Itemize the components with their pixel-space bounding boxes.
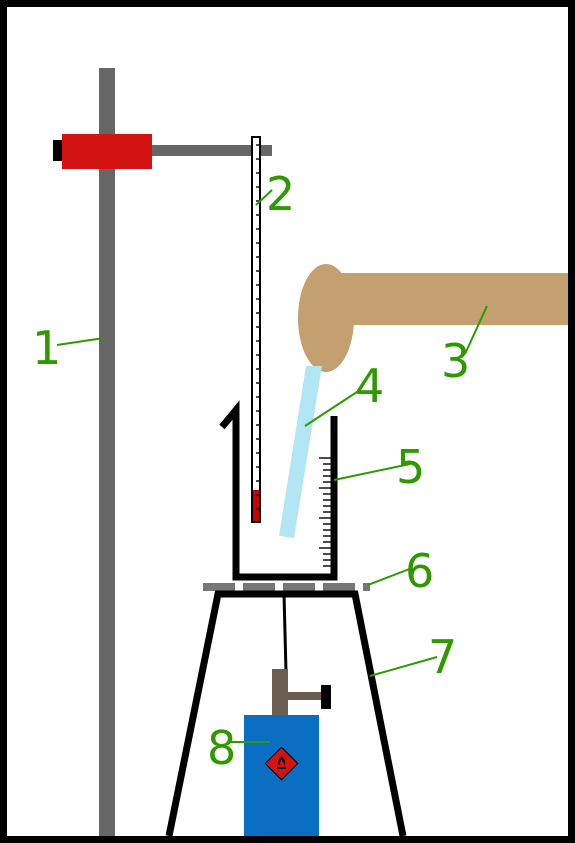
leader-4 [304,389,361,427]
label-4: 4 [355,359,384,413]
flammable-hazard-icon [264,746,299,781]
stand-rod [99,68,115,836]
label-8: 8 [207,721,236,775]
beaker [219,400,338,581]
burner-valve-arm [286,692,324,700]
clamp-boss [62,134,152,169]
label-1: 1 [32,321,61,375]
label-5: 5 [396,440,425,494]
water-stream [279,366,322,538]
burner-valve-knob [321,685,331,709]
thermometer-liquid [253,490,259,521]
label-2: 2 [266,167,295,221]
gas-burner [244,669,331,836]
leader-2 [255,189,273,206]
leader-7 [369,656,438,677]
leader-5 [333,463,411,481]
leader-1 [56,337,105,346]
leader-lines [56,189,488,743]
label-6: 6 [405,544,434,598]
leader-6 [367,567,413,586]
thermometer [251,136,261,523]
leader-3 [464,305,488,355]
clamp-arm [150,145,272,156]
label-7: 7 [428,630,457,684]
label-3: 3 [441,334,470,388]
tripod [165,590,407,837]
arm [298,264,568,372]
burner-tube [282,593,288,673]
burner-valve-stem [272,669,288,717]
